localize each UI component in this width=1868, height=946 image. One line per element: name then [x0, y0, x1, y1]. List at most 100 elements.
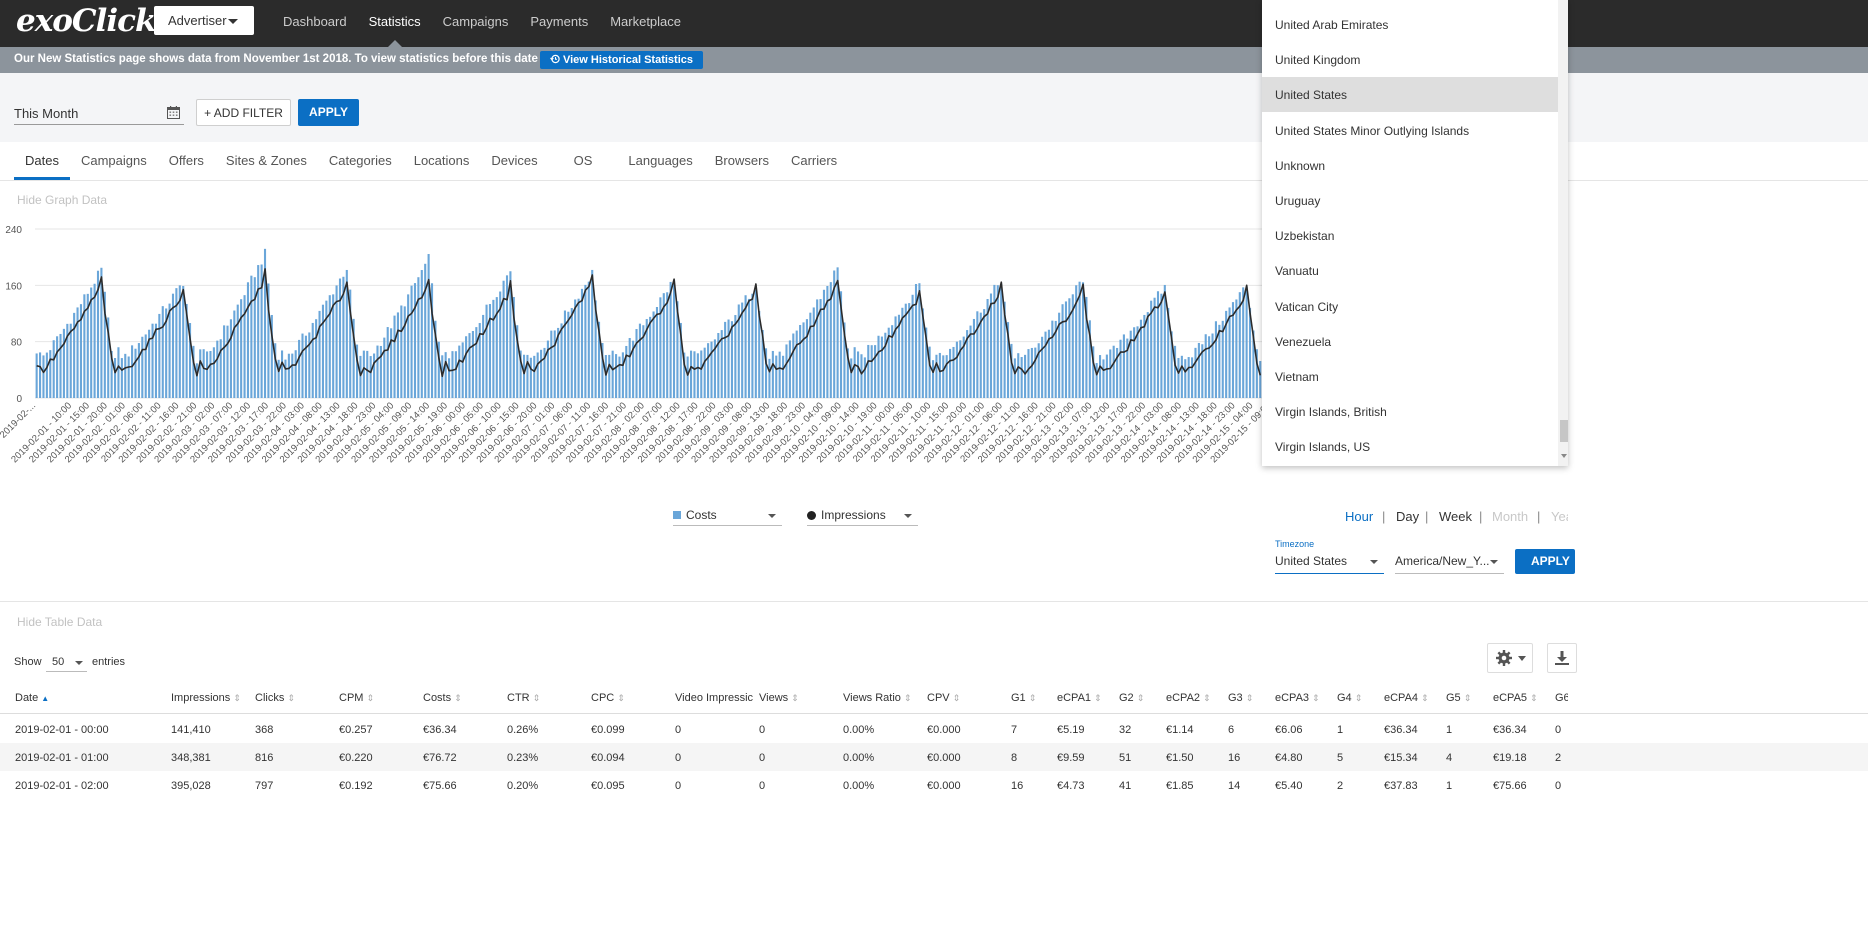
page-size-select[interactable]: 50: [46, 652, 87, 672]
country-option[interactable]: Vanuatu: [1275, 264, 1319, 279]
country-option[interactable]: Virgin Islands, British: [1275, 405, 1387, 420]
costs-bar: [274, 343, 277, 398]
dropdown-scrollbar-thumb[interactable]: [1560, 420, 1568, 442]
costs-bar: [877, 335, 880, 398]
column-header[interactable]: Costs ⇕: [423, 692, 462, 704]
costs-bar: [277, 359, 280, 398]
nav-campaigns[interactable]: Campaigns: [442, 14, 509, 29]
country-option[interactable]: United Kingdom: [1275, 53, 1361, 68]
table-cell: 51: [1119, 752, 1132, 764]
column-header[interactable]: Video Impressic: [675, 692, 753, 704]
account-type-dropdown[interactable]: Advertiser: [154, 6, 254, 35]
costs-bar: [427, 254, 430, 398]
costs-bar: [751, 293, 754, 398]
table-cell: 368: [255, 724, 274, 736]
notice-bar: Our New Statistics page shows data from …: [0, 47, 1868, 73]
country-option[interactable]: United Arab Emirates: [1275, 18, 1389, 32]
calendar-icon[interactable]: [167, 106, 180, 119]
tab-languages[interactable]: Languages: [628, 153, 693, 168]
column-header[interactable]: Clicks ⇕: [255, 692, 295, 704]
exoclick-logo[interactable]: exoClick: [16, 3, 156, 39]
country-option[interactable]: Uzbekistan: [1275, 229, 1335, 244]
country-option[interactable]: Venezuela: [1275, 334, 1332, 349]
granularity-hour[interactable]: Hour: [1345, 509, 1374, 524]
hide-graph-data-link[interactable]: Hide Graph Data: [17, 193, 108, 207]
costs-bar: [355, 344, 359, 398]
column-header[interactable]: eCPA1 ⇕: [1057, 692, 1102, 704]
right-metric-select[interactable]: Impressions: [807, 504, 918, 526]
column-header[interactable]: CPV ⇕: [927, 692, 960, 704]
tab-browsers[interactable]: Browsers: [714, 153, 769, 168]
table-cell: 0: [675, 724, 682, 736]
column-header[interactable]: G1 ⇕: [1011, 692, 1036, 704]
granularity-week[interactable]: Week: [1439, 509, 1472, 524]
column-header[interactable]: G3 ⇕: [1228, 692, 1253, 704]
column-header[interactable]: CPC ⇕: [591, 692, 625, 704]
country-option[interactable]: Virgin Islands, US: [1275, 440, 1371, 455]
costs-bar: [131, 345, 134, 398]
column-header[interactable]: Impressions ⇕: [171, 692, 241, 704]
nav-marketplace[interactable]: Marketplace: [610, 14, 682, 29]
nav-dashboard[interactable]: Dashboard: [283, 14, 347, 29]
column-header[interactable]: eCPA2 ⇕: [1166, 692, 1211, 704]
tab-os[interactable]: OS: [573, 153, 593, 168]
tab-carriers[interactable]: Carriers: [790, 153, 838, 168]
column-header[interactable]: CTR ⇕: [507, 692, 540, 704]
granularity-day[interactable]: Day: [1396, 509, 1420, 524]
nav-payments[interactable]: Payments: [530, 14, 589, 29]
sort-icon: ⇕: [1094, 693, 1102, 703]
country-option[interactable]: United States: [1262, 77, 1558, 113]
costs-bar: [1109, 349, 1112, 398]
hide-table-data-link[interactable]: Hide Table Data: [17, 615, 103, 629]
costs-bar: [778, 351, 781, 398]
country-option[interactable]: United States Minor Outlying Islands: [1275, 123, 1470, 138]
costs-bar: [199, 349, 202, 398]
costs-bar: [1184, 359, 1187, 398]
tab-offers[interactable]: Offers: [168, 153, 204, 168]
column-header[interactable]: eCPA5 ⇕: [1493, 692, 1538, 704]
apply-filters-button[interactable]: APPLY: [298, 99, 359, 126]
country-option[interactable]: Vatican City: [1275, 299, 1339, 314]
tab-devices[interactable]: Devices: [491, 153, 538, 168]
dropdown-scrollbar[interactable]: [1558, 0, 1568, 466]
country-option[interactable]: Vietnam: [1275, 370, 1319, 384]
column-header[interactable]: eCPA4 ⇕: [1384, 692, 1429, 704]
tab-campaigns[interactable]: Campaigns: [80, 153, 147, 168]
view-historical-statistics-button[interactable]: View Historical Statistics: [540, 51, 703, 69]
tab-sites-zones[interactable]: Sites & Zones: [225, 153, 307, 168]
tab-dates[interactable]: Dates: [14, 142, 70, 180]
costs-bar: [315, 319, 318, 398]
costs-bar: [1081, 282, 1085, 398]
date-range-input[interactable]: This Month: [14, 100, 184, 125]
timezone-country-select[interactable]: United States: [1275, 549, 1384, 574]
column-header[interactable]: G5 ⇕: [1446, 692, 1471, 704]
left-metric-select[interactable]: Costs: [673, 504, 782, 526]
sort-icon: ⇕: [454, 693, 462, 703]
table-cell: 16: [1228, 752, 1241, 764]
costs-bar: [1006, 322, 1010, 398]
column-settings-button[interactable]: [1487, 643, 1533, 673]
column-header[interactable]: G2 ⇕: [1119, 692, 1144, 704]
timezone-apply-button[interactable]: APPLY: [1515, 549, 1575, 574]
column-header[interactable]: Views Ratio ⇕: [843, 692, 911, 704]
column-header-label: Impressions: [171, 692, 231, 704]
country-option[interactable]: Uruguay: [1275, 194, 1321, 208]
nav-statistics[interactable]: Statistics: [369, 0, 421, 47]
timezone-zone-select[interactable]: America/New_Y...: [1395, 549, 1504, 574]
tab-categories[interactable]: Categories: [328, 153, 392, 168]
column-header[interactable]: CPM ⇕: [339, 692, 374, 704]
costs-bar: [989, 293, 993, 398]
country-dropdown-list[interactable]: United Arab Emirates United Kingdom United…: [1262, 0, 1568, 466]
add-filter-button[interactable]: + ADD FILTER: [196, 99, 291, 126]
tab-locations[interactable]: Locations: [413, 153, 470, 168]
costs-bar: [703, 347, 706, 398]
scroll-down-arrow-icon[interactable]: [1561, 454, 1567, 458]
column-header[interactable]: eCPA3 ⇕: [1275, 692, 1320, 704]
costs-bar: [1051, 320, 1054, 398]
column-header[interactable]: Views ⇕: [759, 692, 799, 704]
column-header[interactable]: Date ▲: [15, 692, 49, 704]
country-option[interactable]: Unknown: [1275, 158, 1326, 173]
download-button[interactable]: [1547, 643, 1577, 673]
column-header[interactable]: G4 ⇕: [1337, 692, 1362, 704]
column-header[interactable]: G6: [1555, 692, 1568, 704]
